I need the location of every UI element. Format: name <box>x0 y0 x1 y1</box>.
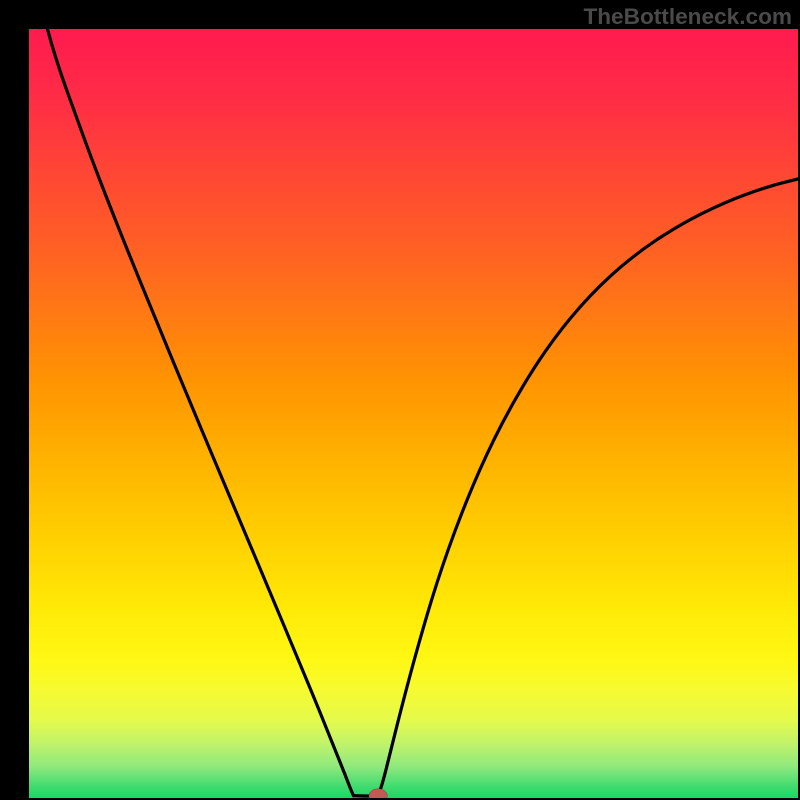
bottleneck-curve <box>29 29 798 798</box>
curve-right-branch <box>378 179 798 796</box>
curve-left-branch <box>47 29 353 796</box>
plot-area <box>29 29 798 798</box>
optimum-marker <box>369 789 387 798</box>
chart-frame: TheBottleneck.com <box>0 0 800 800</box>
watermark-text: TheBottleneck.com <box>583 4 792 30</box>
